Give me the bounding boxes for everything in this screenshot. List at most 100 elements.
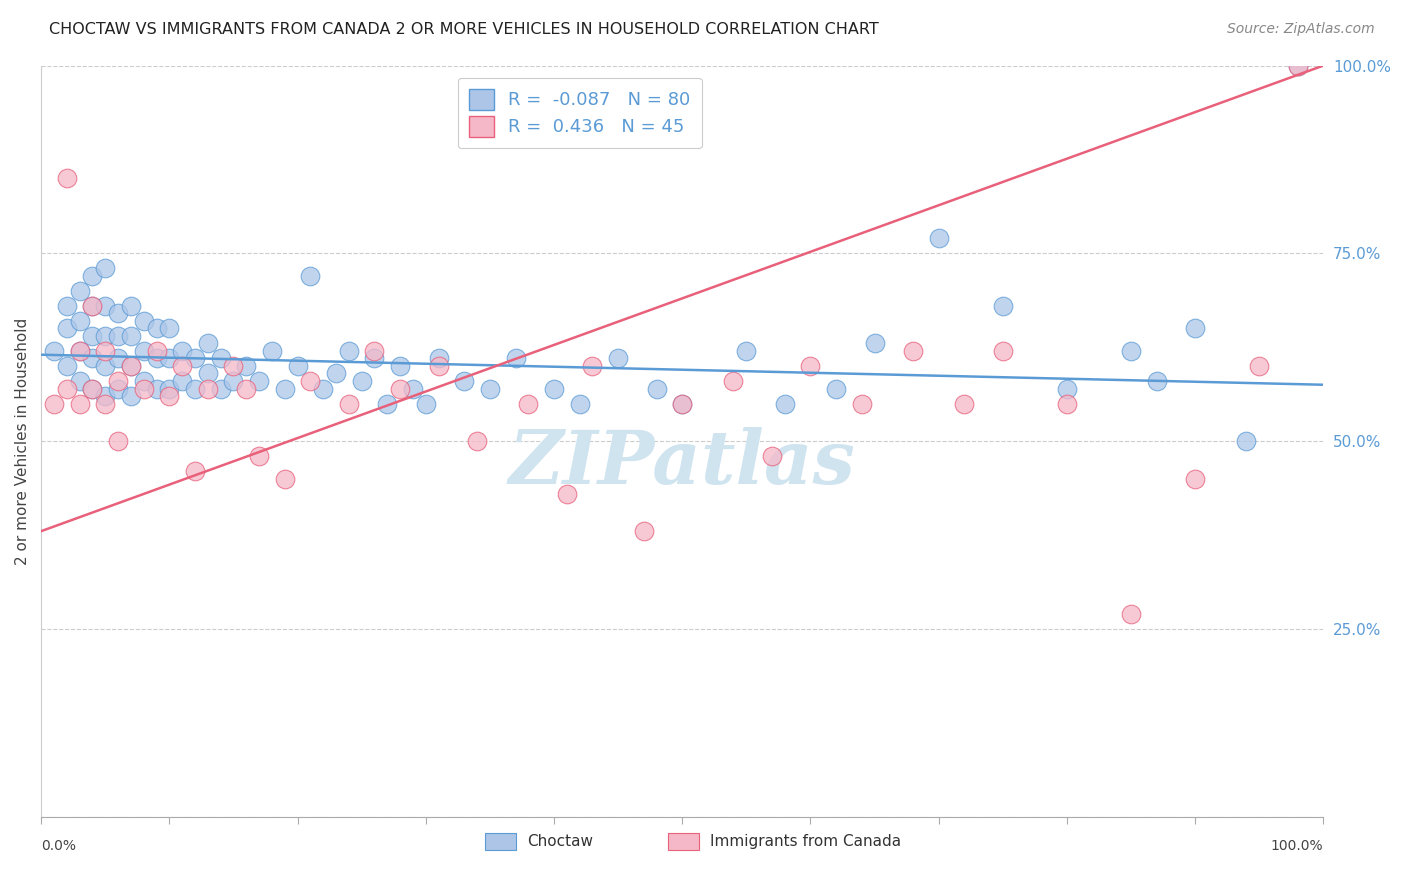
Point <box>55 382 77 396</box>
Point <box>505 351 527 366</box>
Point <box>735 343 758 358</box>
Point <box>312 382 335 396</box>
Point <box>107 329 129 343</box>
Point <box>1249 359 1271 373</box>
Point <box>197 367 219 381</box>
Point <box>132 382 155 396</box>
Point <box>235 359 257 373</box>
Point <box>274 472 297 486</box>
Text: ZIPatlas: ZIPatlas <box>509 427 856 500</box>
Point <box>953 396 976 410</box>
Point <box>145 343 167 358</box>
Point <box>120 329 142 343</box>
Point <box>375 396 398 410</box>
Point <box>107 351 129 366</box>
Point <box>1146 374 1168 388</box>
Point <box>427 351 450 366</box>
Point <box>235 382 257 396</box>
Point <box>851 396 873 410</box>
Text: 0.0%: 0.0% <box>41 838 76 853</box>
Point <box>389 382 412 396</box>
Point <box>543 382 565 396</box>
Point <box>172 343 194 358</box>
Point <box>132 374 155 388</box>
Point <box>42 396 65 410</box>
Point <box>723 374 745 388</box>
Point <box>1184 321 1206 335</box>
Text: 100.0%: 100.0% <box>1271 838 1323 853</box>
Point <box>157 321 180 335</box>
Point <box>363 343 385 358</box>
Point <box>184 382 207 396</box>
Point <box>1056 396 1078 410</box>
Point <box>671 396 693 410</box>
Point <box>274 382 297 396</box>
Point <box>209 382 232 396</box>
Point <box>107 374 129 388</box>
Point <box>120 389 142 403</box>
Y-axis label: 2 or more Vehicles in Household: 2 or more Vehicles in Household <box>15 318 30 565</box>
Point <box>555 486 578 500</box>
Point <box>172 374 194 388</box>
Point <box>197 382 219 396</box>
Point <box>607 351 630 366</box>
Point <box>1056 382 1078 396</box>
Point <box>94 343 117 358</box>
Point <box>645 382 668 396</box>
Point <box>363 351 385 366</box>
Point <box>69 343 91 358</box>
Point <box>94 389 117 403</box>
Point <box>863 336 886 351</box>
Point <box>157 382 180 396</box>
Point <box>145 351 167 366</box>
Point <box>107 382 129 396</box>
Point <box>1119 607 1142 621</box>
Text: CHOCTAW VS IMMIGRANTS FROM CANADA 2 OR MORE VEHICLES IN HOUSEHOLD CORRELATION CH: CHOCTAW VS IMMIGRANTS FROM CANADA 2 OR M… <box>49 22 879 37</box>
Point <box>568 396 591 410</box>
Point <box>901 343 924 358</box>
Point <box>465 434 488 448</box>
Point <box>299 268 322 283</box>
Point <box>415 396 437 410</box>
Point <box>299 374 322 388</box>
Point <box>69 284 91 298</box>
Point <box>120 359 142 373</box>
Point <box>94 329 117 343</box>
Point <box>1184 472 1206 486</box>
Point <box>55 171 77 186</box>
Point <box>82 299 104 313</box>
Point <box>55 359 77 373</box>
Point <box>132 343 155 358</box>
Point <box>82 351 104 366</box>
Point <box>517 396 540 410</box>
Point <box>402 382 425 396</box>
Point <box>247 449 270 463</box>
Point <box>209 351 232 366</box>
Point <box>197 336 219 351</box>
Point <box>69 314 91 328</box>
Point <box>69 343 91 358</box>
Point <box>260 343 283 358</box>
Point <box>1286 59 1309 73</box>
Point <box>1119 343 1142 358</box>
Point <box>222 374 245 388</box>
Point <box>69 396 91 410</box>
Point <box>478 382 501 396</box>
Point <box>55 299 77 313</box>
Point <box>157 351 180 366</box>
Point <box>94 261 117 276</box>
Point <box>350 374 373 388</box>
Point <box>120 359 142 373</box>
Point <box>247 374 270 388</box>
Point <box>107 306 129 320</box>
Point <box>1286 59 1309 73</box>
Point <box>94 359 117 373</box>
Point <box>145 382 167 396</box>
Point <box>184 351 207 366</box>
Point <box>991 343 1014 358</box>
Point <box>82 382 104 396</box>
Point <box>991 299 1014 313</box>
Point <box>671 396 693 410</box>
Point <box>42 343 65 358</box>
Point <box>1234 434 1257 448</box>
